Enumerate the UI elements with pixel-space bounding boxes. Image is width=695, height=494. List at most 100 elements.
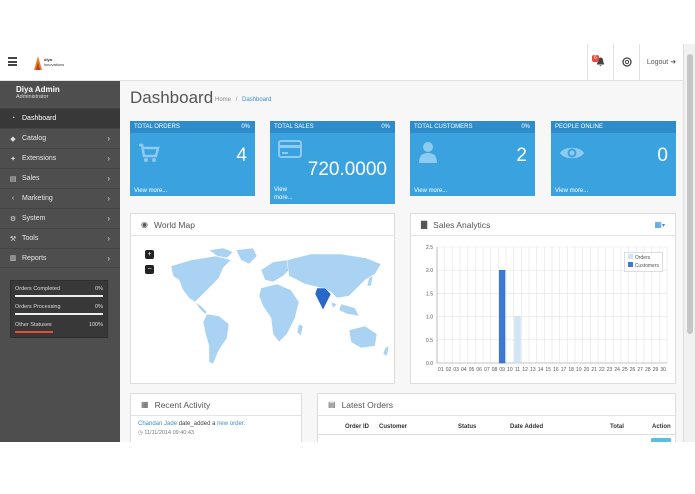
chevron-right-icon: › <box>107 253 110 263</box>
cart-icon <box>139 143 160 162</box>
x-tick-label: 10 <box>507 367 513 373</box>
activity-item: Chandan Jade date_added a new order. ◷ 1… <box>131 416 301 442</box>
zoom-in-button[interactable]: + <box>145 250 154 259</box>
sidebar-item-reports[interactable]: ▥ Reports › <box>0 248 120 268</box>
y-tick-label: 0.5 <box>426 338 433 344</box>
puzzle-icon: ✦ <box>10 155 16 163</box>
stat-label: Orders Completed <box>15 286 60 292</box>
column-header-total[interactable]: Total <box>610 424 624 430</box>
x-tick-label: 19 <box>576 367 582 373</box>
order-stats-panel: Orders Completed 0% Orders Processing 0%… <box>10 280 108 338</box>
legend-label-orders: Orders <box>634 255 651 261</box>
sidebar-item-label: Reports <box>22 254 47 262</box>
logo-text-1: diya <box>44 57 53 62</box>
x-tick-label: 21 <box>591 367 597 373</box>
view-more-link[interactable]: View more... <box>134 188 168 194</box>
activity-user-link[interactable]: Chandan Jade <box>138 421 178 427</box>
sidebar-item-system[interactable]: ⚙ System › <box>0 208 120 228</box>
stat-orders-completed: Orders Completed 0% <box>15 286 103 304</box>
menu-toggle-icon[interactable] <box>8 57 17 66</box>
stat-percent: 100% <box>88 322 103 328</box>
column-header-status[interactable]: Status <box>458 424 477 430</box>
wrench-icon: ⚒ <box>9 235 17 243</box>
logout-button[interactable]: Logout ➜ <box>639 44 683 80</box>
eye-icon <box>560 147 584 159</box>
dashboard-icon: ◔ <box>10 115 16 122</box>
chevron-right-icon: › <box>107 134 110 143</box>
sidebar-item-tools[interactable]: ⚒ Tools › <box>0 228 120 248</box>
tile-value: 4 <box>236 145 247 166</box>
view-order-button[interactable] <box>651 438 671 442</box>
notifications-button[interactable]: 6 <box>587 44 613 80</box>
vertical-scrollbar[interactable] <box>683 44 695 442</box>
chevron-right-icon: › <box>107 174 110 183</box>
calendar-dropdown-button[interactable]: ▦▾ <box>654 220 665 229</box>
breadcrumb-home[interactable]: Home <box>215 97 232 103</box>
clock-icon: ◷ <box>138 430 143 436</box>
x-tick-label: 18 <box>568 367 574 373</box>
sales-chart: 0.0 0.5 1.0 1.5 2.0 2.5 01 02 03 04 05 06 07 08 09 10 11… <box>426 245 668 373</box>
x-tick-label: 20 <box>584 367 590 373</box>
main-content: Dashboard Home / Dashboard TOTAL ORDERS 0… <box>120 81 683 442</box>
column-header-action[interactable]: Action <box>652 424 671 430</box>
sidebar-item-sales[interactable]: ▤ Sales › <box>0 168 120 188</box>
page-title: Dashboard <box>130 88 214 107</box>
view-more-link[interactable]: View more... <box>555 188 589 194</box>
sidebar-item-marketing[interactable]: ‹ Marketing › <box>0 188 120 208</box>
user-role: Administrator <box>16 94 49 100</box>
x-tick-label: 28 <box>645 367 651 373</box>
help-button[interactable] <box>613 44 639 80</box>
brand-logo[interactable]: diya innovations <box>32 54 77 72</box>
world-map-panel: ◉ World Map + − <box>130 213 395 384</box>
progress-bar <box>15 313 103 315</box>
column-header-order-id[interactable]: Order ID <box>345 424 370 430</box>
sidebar-item-dashboard[interactable]: ◔ Dashboard <box>0 108 120 128</box>
stat-orders-processing: Orders Processing 0% <box>15 304 103 322</box>
view-more-link[interactable]: View more... <box>274 187 293 201</box>
x-tick-label: 27 <box>637 367 643 373</box>
activity-time: 11/11/2014 09:40:43 <box>144 430 194 436</box>
tile-value: 0 <box>657 145 668 166</box>
tile-value: 720.0000 <box>307 159 387 180</box>
zoom-out-button[interactable]: − <box>145 265 154 274</box>
x-tick-label: 03 <box>453 367 459 373</box>
x-tick-label: 24 <box>614 367 620 373</box>
breadcrumb-current[interactable]: Dashboard <box>242 97 272 103</box>
x-tick-label: 16 <box>553 367 559 373</box>
x-tick-label: 23 <box>607 367 613 373</box>
x-tick-label: 02 <box>446 367 452 373</box>
x-tick-label: 22 <box>599 367 605 373</box>
chart-legend: Orders Customers <box>623 252 663 272</box>
tile-percent: 0% <box>241 124 250 130</box>
stat-other-statuses: Other Statuses 100% <box>15 322 103 340</box>
sidebar: Diya Admin Administrator ◔ Dashboard ◆ C… <box>0 81 120 442</box>
x-tick-label: 05 <box>469 367 475 373</box>
stat-percent: 0% <box>95 304 103 310</box>
tile-title: TOTAL SALES <box>274 124 314 130</box>
panel-title: Latest Orders <box>341 399 394 410</box>
world-map[interactable] <box>161 246 393 376</box>
x-tick-label: 13 <box>530 367 536 373</box>
column-header-date-added[interactable]: Date Added <box>510 424 544 430</box>
view-more-link[interactable]: View more... <box>414 188 448 194</box>
sidebar-item-extensions[interactable]: ✦ Extensions › <box>0 148 120 168</box>
x-tick-label: 30 <box>660 367 666 373</box>
cart-icon: ▤ <box>328 400 336 409</box>
y-tick-label: 2.0 <box>426 268 433 274</box>
activity-order-link[interactable]: new order. <box>217 421 246 427</box>
map-region-india[interactable] <box>314 287 332 311</box>
user-profile[interactable]: Diya Admin Administrator <box>0 81 120 108</box>
x-tick-label: 12 <box>522 367 528 373</box>
breadcrumb: Home / Dashboard <box>215 97 272 103</box>
y-tick-label: 0.0 <box>426 361 433 367</box>
caret-down-icon: ▾ <box>661 223 665 229</box>
recent-activity-panel: ▦ Recent Activity Chandan Jade date_adde… <box>130 393 302 442</box>
user-name: Diya Admin <box>16 85 60 94</box>
column-header-customer[interactable]: Customer <box>379 424 408 430</box>
stat-label: Orders Processing <box>15 304 61 310</box>
sidebar-item-label: Marketing <box>22 195 53 202</box>
sign-out-icon: ➜ <box>670 59 677 66</box>
sidebar-item-catalog[interactable]: ◆ Catalog › <box>0 128 120 148</box>
tile-title: TOTAL CUSTOMERS <box>414 124 473 130</box>
scrollbar-thumb[interactable] <box>687 54 693 334</box>
